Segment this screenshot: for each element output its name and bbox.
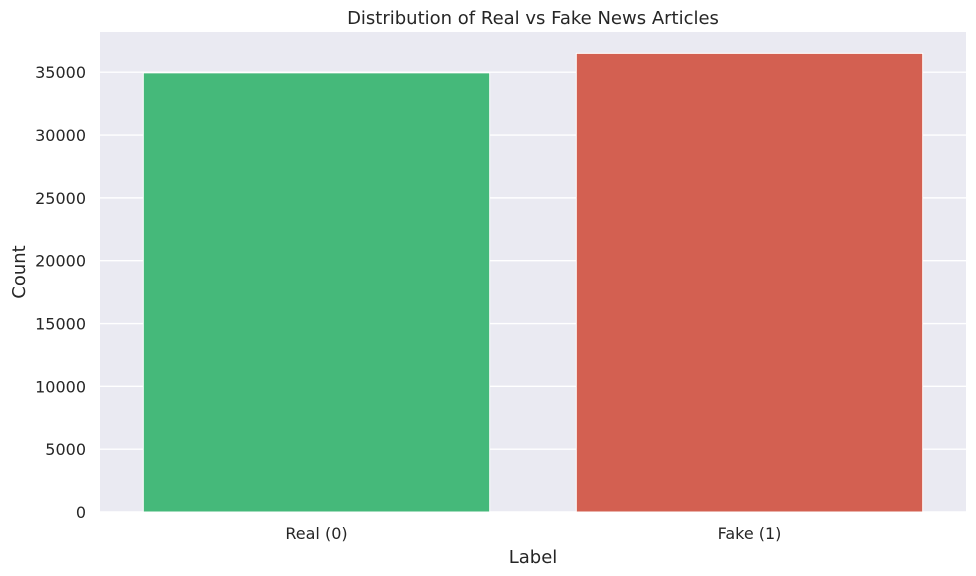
y-tick-label: 30000: [35, 126, 86, 145]
x-tick-labels: Real (0) Fake (1): [285, 524, 781, 543]
bar: [142, 72, 491, 513]
x-axis-label: Label: [509, 547, 558, 568]
x-tick-label: Fake (1): [718, 524, 782, 543]
bar: [575, 52, 924, 513]
y-tick-label: 10000: [35, 377, 86, 396]
y-tick-label: 0: [76, 503, 86, 522]
bars: [142, 52, 924, 513]
y-tick-label: 5000: [45, 440, 86, 459]
y-tick-labels: 0 5000 10000 15000 20000 25000 30000 35000: [35, 63, 86, 522]
y-tick-label: 15000: [35, 315, 86, 334]
y-tick-label: 35000: [35, 63, 86, 82]
y-axis-label: Count: [9, 245, 30, 298]
y-tick-label: 20000: [35, 252, 86, 271]
x-tick-label: Real (0): [285, 524, 347, 543]
chart-title: Distribution of Real vs Fake News Articl…: [347, 8, 719, 29]
y-tick-label: 25000: [35, 189, 86, 208]
